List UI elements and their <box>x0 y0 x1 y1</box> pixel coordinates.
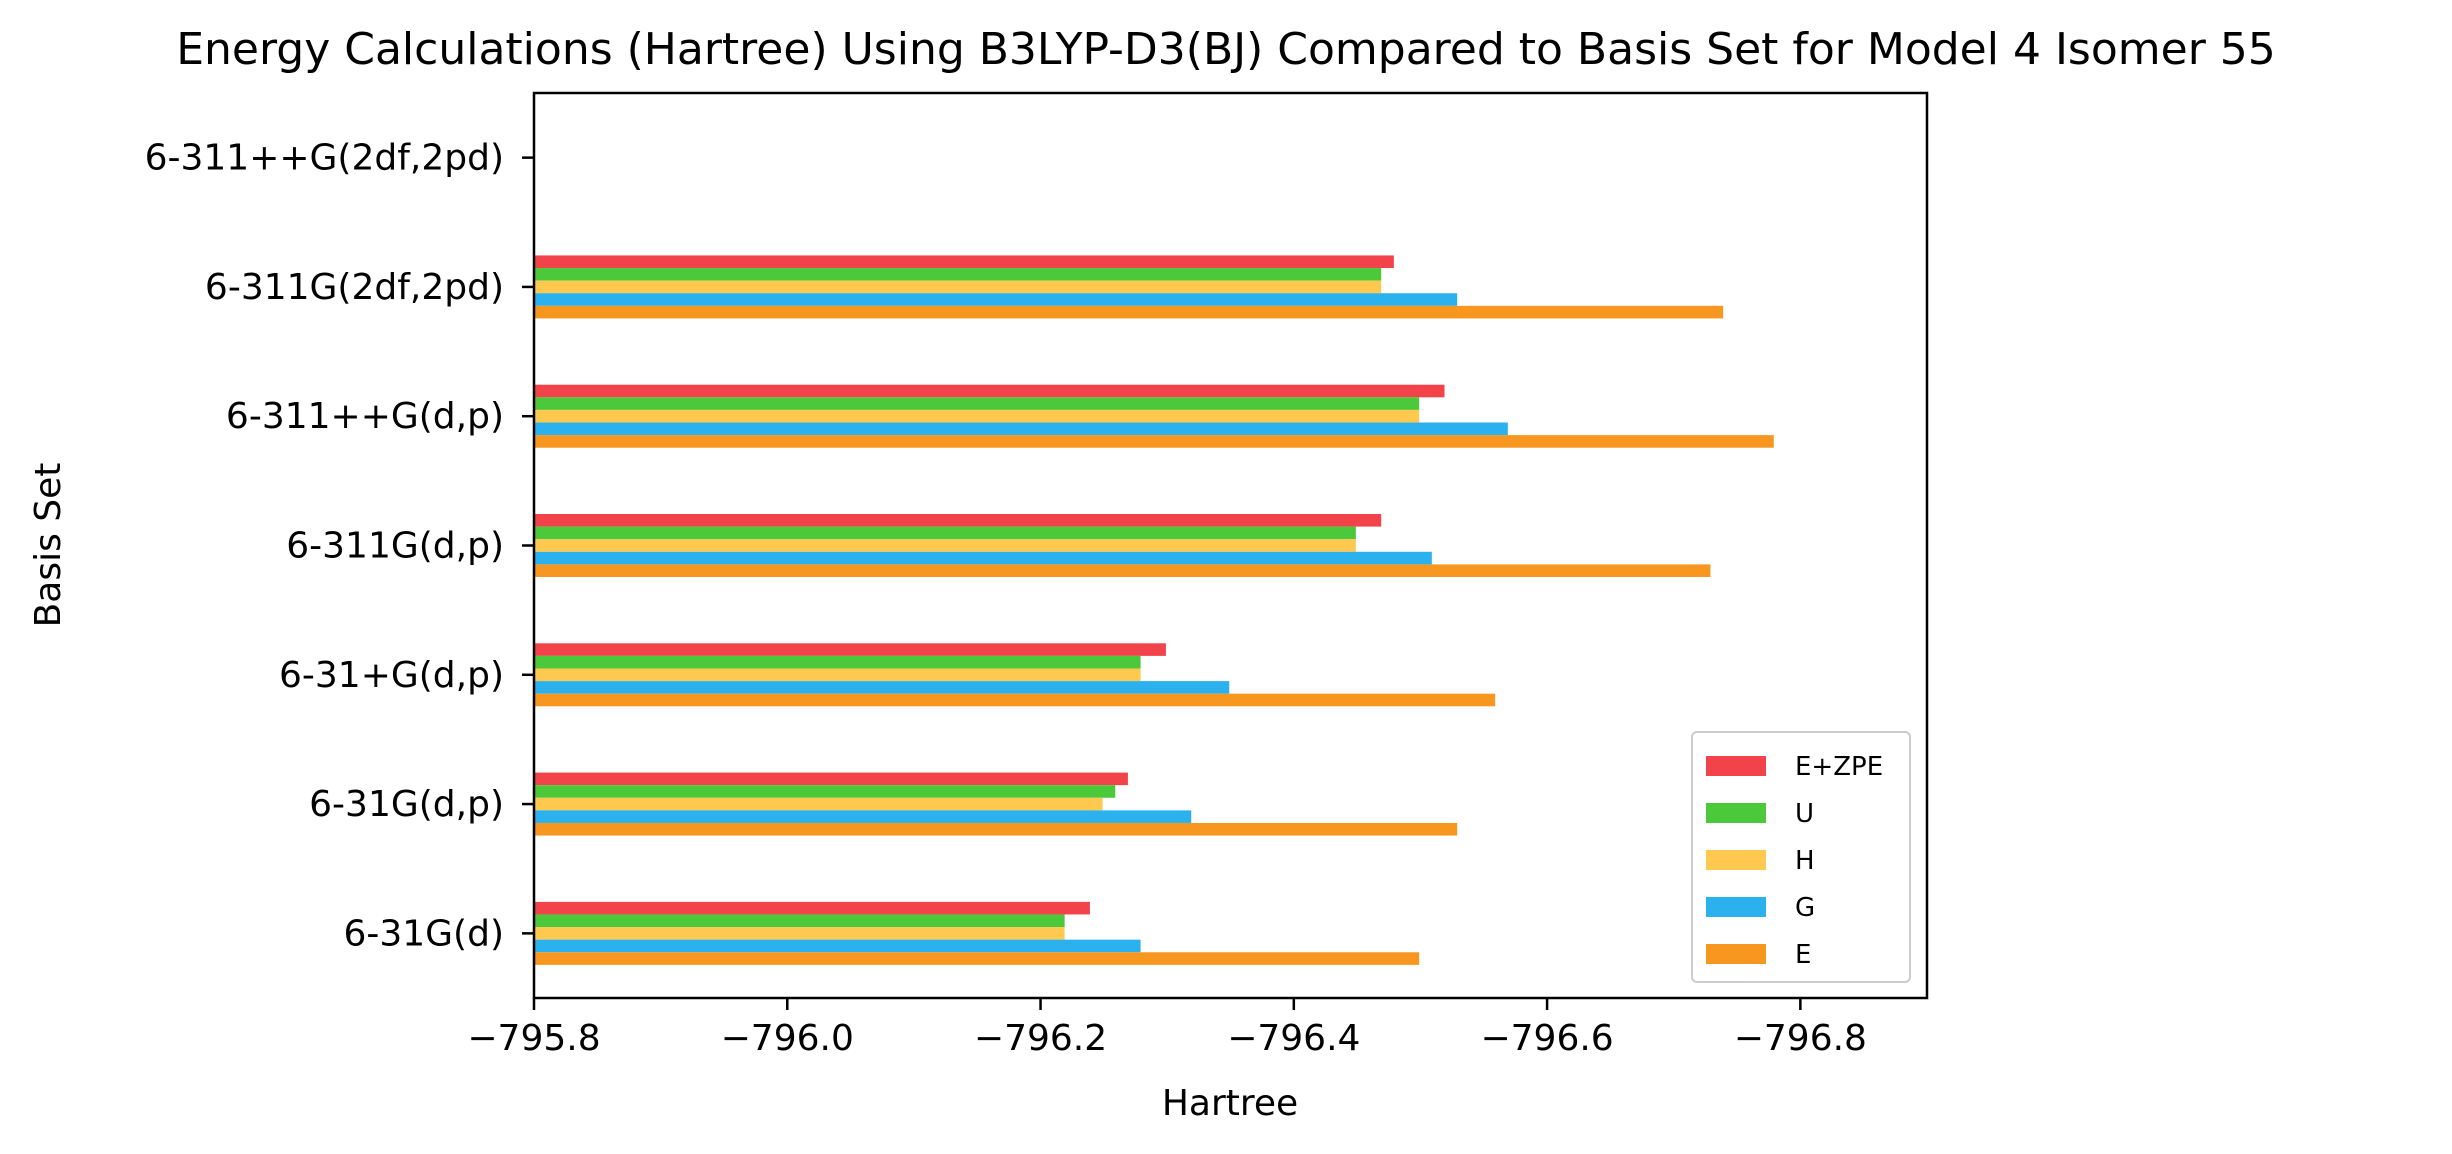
bar-e-1 <box>534 822 1458 836</box>
y-tick-label: 6-311G(d,p) <box>286 526 504 567</box>
bar-e-zpe-3 <box>534 514 1382 527</box>
bar-g-3 <box>534 551 1432 565</box>
bar-h-3 <box>534 539 1356 552</box>
x-axis: −795.8 −796.0 −796.2 −796.4 −796.6 −796.8 <box>467 998 1867 1059</box>
x-tick-label: −796.2 <box>974 1018 1107 1059</box>
bar-e-4 <box>534 435 1774 448</box>
y-tick-label: 6-311++G(2df,2pd) <box>145 138 504 179</box>
x-tick-label: −796.4 <box>1227 1018 1360 1059</box>
bar-g-0 <box>534 939 1141 953</box>
legend-swatch <box>1706 756 1766 776</box>
y-axis-label: Basis Set <box>28 463 69 628</box>
legend-box <box>1691 731 1911 983</box>
y-tick-label: 6-311G(2df,2pd) <box>205 267 504 308</box>
legend-label: E <box>1795 940 1811 970</box>
bar-u-1 <box>534 785 1116 798</box>
legend-label: E+ZPE <box>1795 752 1883 782</box>
bar-e-zpe-5 <box>534 255 1394 269</box>
bar-e-zpe-2 <box>534 643 1166 656</box>
legend-swatch <box>1706 803 1766 823</box>
legend-label: H <box>1795 846 1815 876</box>
bar-h-0 <box>534 927 1065 940</box>
x-tick-label: −796.8 <box>1734 1018 1867 1059</box>
chart-title: Energy Calculations (Hartree) Using B3LY… <box>176 24 2276 75</box>
y-tick-label: 6-311++G(d,p) <box>226 396 504 437</box>
legend-swatch <box>1706 944 1766 964</box>
bar-u-5 <box>534 268 1382 281</box>
legend-swatch <box>1706 897 1766 917</box>
bar-u-3 <box>534 526 1356 540</box>
bar-e-0 <box>534 952 1420 965</box>
y-tick-label: 6-31+G(d,p) <box>279 655 504 696</box>
bar-u-2 <box>534 655 1141 669</box>
bar-e-5 <box>534 305 1724 319</box>
bar-h-2 <box>534 668 1141 682</box>
bars-group <box>534 255 1774 965</box>
bar-h-1 <box>534 797 1103 811</box>
bar-g-2 <box>534 681 1230 694</box>
x-tick-label: −796.0 <box>721 1018 854 1059</box>
bar-h-4 <box>534 409 1420 423</box>
y-axis: 6-31G(d) 6-31G(d,p) 6-31+G(d,p) 6-311G(d,p)… <box>145 138 534 954</box>
legend-swatch <box>1706 850 1766 870</box>
bar-e-zpe-0 <box>534 901 1090 915</box>
bar-e-3 <box>534 564 1711 577</box>
bar-e-2 <box>534 693 1496 707</box>
bar-e-zpe-1 <box>534 772 1128 786</box>
x-axis-label: Hartree <box>1162 1083 1298 1124</box>
y-tick-label: 6-31G(d) <box>343 913 504 954</box>
x-tick-label: −795.8 <box>467 1018 600 1059</box>
bar-g-4 <box>534 422 1508 436</box>
bar-e-zpe-4 <box>534 384 1445 398</box>
x-tick-label: −796.6 <box>1480 1018 1613 1059</box>
bar-g-1 <box>534 810 1192 823</box>
bar-u-4 <box>534 397 1420 410</box>
legend-label: G <box>1795 893 1815 923</box>
y-tick-label: 6-31G(d,p) <box>309 784 504 825</box>
legend-label: U <box>1795 799 1814 829</box>
bar-h-5 <box>534 280 1382 294</box>
bar-u-0 <box>534 914 1065 928</box>
bar-g-5 <box>534 293 1458 306</box>
